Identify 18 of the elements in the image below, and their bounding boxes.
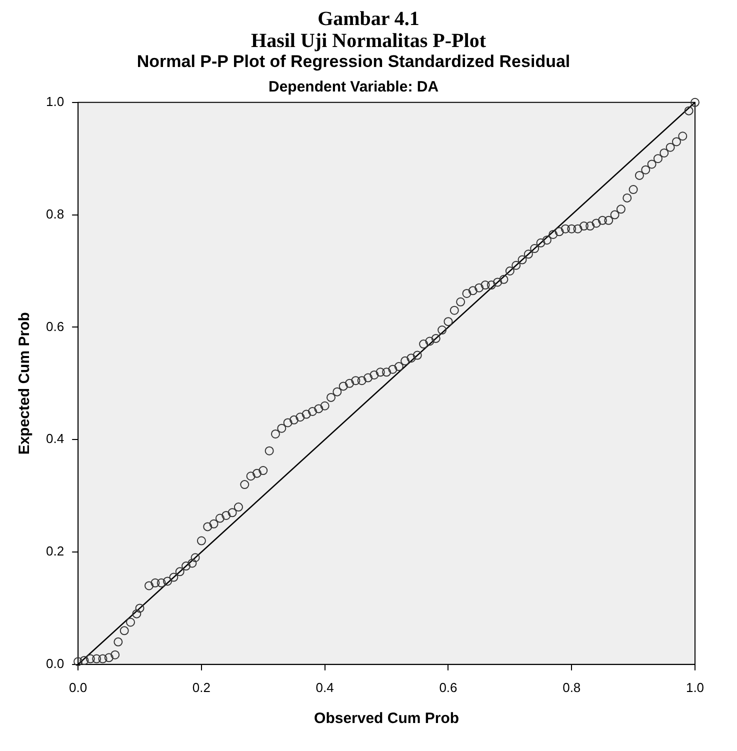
text: Gambar 4.1 [316,8,420,30]
chart-subtitle: Dependent Variable: DA [268,78,439,96]
y-tick-label: 0.2 [46,544,64,559]
x-axis-title: Observed Cum Prob [314,710,460,728]
x-tick-label: 0.8 [562,680,581,695]
y-tick-label: 1.0 [46,94,64,109]
y-tick-label: 0.4 [46,431,64,446]
x-tick-label: 1.0 [686,680,704,695]
x-tick-label: 0.4 [316,680,334,695]
x-tick-label: 0.2 [192,680,210,695]
y-axis-title: Expected Cum Prob [16,312,34,455]
x-tick-label: 0.0 [69,680,88,695]
y-tick-label: 0.8 [46,206,64,222]
y-tick-label: 0.0 [46,656,64,671]
chart-title: Normal P-P Plot of Regression Standardized Residual [136,52,570,71]
x-tick-label: 0.6 [439,680,458,695]
y-tick-label: 0.6 [46,318,64,334]
text: Hasil Uji Normalitas P-Plot [250,30,487,52]
